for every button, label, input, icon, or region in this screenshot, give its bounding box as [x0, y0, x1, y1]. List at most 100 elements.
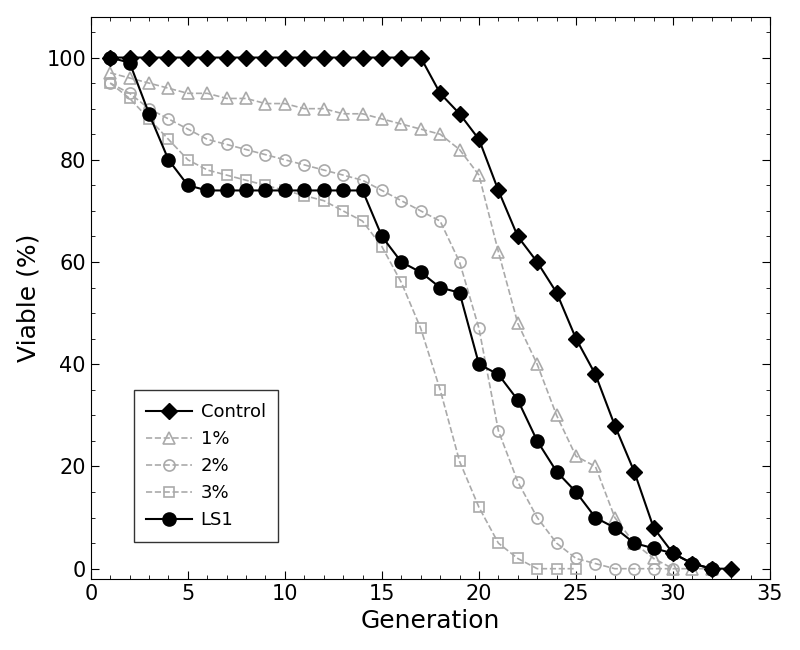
- 1%: [474, 171, 484, 179]
- 2%: [494, 427, 503, 435]
- Control: [397, 54, 406, 62]
- Line: 2%: 2%: [105, 77, 678, 574]
- Control: [474, 135, 484, 143]
- 3%: [222, 171, 231, 179]
- 3%: [299, 192, 309, 200]
- LS1: [338, 187, 348, 194]
- Control: [649, 524, 658, 532]
- 2%: [590, 560, 600, 567]
- LS1: [571, 488, 581, 496]
- Control: [688, 560, 698, 567]
- Control: [726, 565, 736, 573]
- 3%: [416, 324, 426, 332]
- 2%: [125, 90, 134, 97]
- 3%: [280, 187, 290, 194]
- Control: [222, 54, 231, 62]
- 2%: [164, 115, 174, 123]
- 2%: [416, 207, 426, 215]
- Control: [707, 565, 717, 573]
- LS1: [590, 514, 600, 521]
- 1%: [532, 360, 542, 368]
- Control: [552, 289, 562, 296]
- 2%: [552, 540, 562, 547]
- 2%: [222, 140, 231, 148]
- 3%: [106, 79, 115, 87]
- Control: [416, 54, 426, 62]
- 1%: [183, 90, 193, 97]
- 3%: [377, 243, 386, 251]
- 3%: [552, 565, 562, 573]
- 2%: [649, 565, 658, 573]
- 2%: [474, 324, 484, 332]
- 2%: [532, 514, 542, 521]
- 1%: [707, 565, 717, 573]
- Control: [319, 54, 329, 62]
- 3%: [532, 565, 542, 573]
- 2%: [280, 156, 290, 164]
- Line: 1%: 1%: [105, 68, 718, 574]
- LS1: [513, 396, 522, 404]
- 2%: [668, 565, 678, 573]
- 2%: [377, 187, 386, 194]
- X-axis label: Generation: Generation: [361, 609, 500, 633]
- 3%: [454, 458, 464, 465]
- Line: LS1: LS1: [104, 51, 718, 575]
- 1%: [513, 319, 522, 327]
- 1%: [319, 105, 329, 112]
- LS1: [688, 560, 698, 567]
- 1%: [416, 125, 426, 133]
- 3%: [261, 181, 270, 189]
- 2%: [242, 146, 251, 153]
- Legend: Control, 1%, 2%, 3%, LS1: Control, 1%, 2%, 3%, LS1: [134, 391, 278, 542]
- LS1: [222, 187, 231, 194]
- 2%: [261, 151, 270, 159]
- Control: [454, 110, 464, 118]
- Control: [630, 468, 639, 476]
- Control: [377, 54, 386, 62]
- Control: [668, 549, 678, 557]
- Control: [435, 90, 445, 97]
- Control: [299, 54, 309, 62]
- LS1: [319, 187, 329, 194]
- 2%: [454, 258, 464, 266]
- 1%: [590, 463, 600, 471]
- 3%: [202, 166, 212, 174]
- LS1: [707, 565, 717, 573]
- 3%: [125, 94, 134, 102]
- 2%: [513, 478, 522, 486]
- 3%: [358, 217, 367, 225]
- 1%: [202, 90, 212, 97]
- LS1: [474, 360, 484, 368]
- 1%: [125, 74, 134, 82]
- 1%: [164, 84, 174, 92]
- 1%: [280, 99, 290, 107]
- Control: [280, 54, 290, 62]
- Line: Control: Control: [105, 52, 737, 574]
- Control: [125, 54, 134, 62]
- 2%: [319, 166, 329, 174]
- LS1: [242, 187, 251, 194]
- LS1: [668, 549, 678, 557]
- 1%: [106, 69, 115, 77]
- Control: [106, 54, 115, 62]
- 2%: [358, 176, 367, 184]
- 3%: [571, 565, 581, 573]
- 2%: [202, 135, 212, 143]
- LS1: [164, 156, 174, 164]
- 3%: [474, 504, 484, 512]
- 2%: [144, 105, 154, 112]
- LS1: [552, 468, 562, 476]
- 1%: [377, 115, 386, 123]
- LS1: [299, 187, 309, 194]
- 3%: [319, 197, 329, 205]
- 2%: [397, 197, 406, 205]
- LS1: [494, 370, 503, 378]
- LS1: [630, 540, 639, 547]
- LS1: [610, 524, 620, 532]
- 1%: [649, 554, 658, 562]
- LS1: [183, 181, 193, 189]
- 1%: [299, 105, 309, 112]
- Control: [164, 54, 174, 62]
- LS1: [649, 544, 658, 552]
- 1%: [144, 79, 154, 87]
